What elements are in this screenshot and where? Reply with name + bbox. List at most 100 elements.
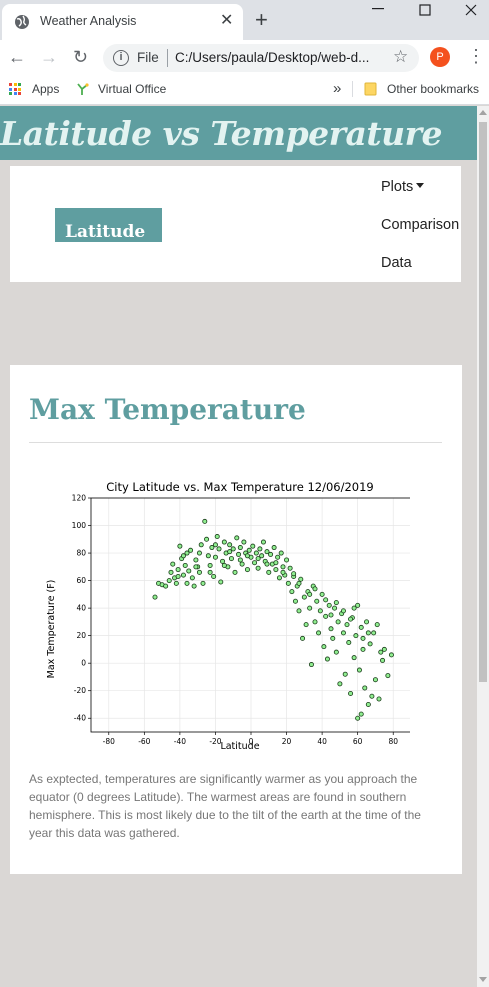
data-point bbox=[216, 546, 222, 552]
data-point bbox=[244, 567, 250, 573]
x-tick-label: -20 bbox=[209, 737, 221, 746]
chart-title: City Latitude vs. Max Temperature 12/06/… bbox=[106, 480, 374, 494]
data-point bbox=[205, 553, 211, 559]
data-point bbox=[232, 569, 238, 575]
profile-avatar[interactable]: P bbox=[430, 47, 450, 67]
data-point bbox=[328, 612, 334, 618]
data-point bbox=[212, 542, 218, 548]
kebab-menu-icon[interactable]: ⋮ bbox=[467, 46, 485, 66]
data-point bbox=[196, 550, 202, 556]
data-point bbox=[196, 569, 202, 575]
y-tick-label: 40 bbox=[76, 604, 86, 613]
data-point bbox=[250, 543, 256, 549]
data-point bbox=[340, 630, 346, 636]
url-scheme: File bbox=[137, 50, 159, 65]
apps-grid-icon[interactable] bbox=[9, 83, 21, 95]
chart-ticks: -80 -60 -40 -20 0 20 40 60 80 -40 -20 0 20 40 60 80 100 1… bbox=[72, 494, 399, 747]
scroll-up-arrow-icon[interactable] bbox=[479, 110, 487, 115]
browser-tab[interactable]: Weather Analysis ✕ bbox=[2, 4, 243, 40]
data-point bbox=[253, 550, 259, 556]
data-point bbox=[358, 711, 364, 717]
back-arrow-icon[interactable]: ← bbox=[8, 47, 26, 67]
data-point bbox=[166, 578, 172, 584]
data-point bbox=[227, 542, 233, 548]
data-point bbox=[173, 580, 179, 586]
data-point bbox=[353, 633, 359, 639]
data-point bbox=[204, 536, 210, 542]
data-point bbox=[221, 562, 227, 568]
url-text[interactable]: C:/Users/paula/Desktop/web-d... bbox=[175, 50, 370, 65]
data-point bbox=[351, 655, 357, 661]
data-point bbox=[163, 583, 169, 589]
data-point bbox=[312, 586, 318, 592]
data-point bbox=[180, 553, 186, 559]
info-icon[interactable]: i bbox=[113, 50, 129, 66]
nav-comparison[interactable]: Comparison bbox=[381, 217, 460, 233]
address-bar[interactable]: i File C:/Users/paula/Desktop/web-d... ☆ bbox=[103, 44, 419, 72]
chart-x-axis-label: Latitude bbox=[220, 741, 259, 752]
card-description: As exptected, temperatures are significa… bbox=[29, 772, 421, 840]
data-point bbox=[367, 641, 373, 647]
data-point bbox=[275, 554, 281, 560]
reload-icon[interactable]: ↻ bbox=[73, 47, 89, 67]
data-point bbox=[360, 635, 366, 641]
scrollbar-thumb[interactable] bbox=[479, 122, 487, 682]
navbar-brand[interactable]: Latitude bbox=[55, 208, 162, 242]
data-point bbox=[321, 644, 327, 650]
minimize-icon[interactable] bbox=[372, 8, 384, 10]
data-point bbox=[280, 564, 286, 570]
forward-arrow-icon[interactable]: → bbox=[40, 47, 58, 67]
bookmark-apps[interactable]: Apps bbox=[32, 82, 60, 96]
bookmark-other[interactable]: Other bookmarks bbox=[387, 82, 480, 96]
x-tick-label: 40 bbox=[317, 737, 327, 746]
data-point bbox=[303, 622, 309, 628]
card-divider bbox=[29, 442, 442, 443]
data-point bbox=[259, 553, 265, 559]
data-point bbox=[182, 562, 188, 568]
scroll-down-arrow-icon[interactable] bbox=[479, 977, 487, 982]
data-point bbox=[189, 575, 195, 581]
data-point bbox=[380, 657, 386, 663]
data-point bbox=[378, 649, 384, 655]
data-point bbox=[326, 602, 332, 608]
data-point bbox=[184, 550, 190, 556]
nav-data[interactable]: Data bbox=[381, 255, 412, 271]
data-point bbox=[333, 649, 339, 655]
data-point bbox=[312, 619, 318, 625]
bookmarks-overflow-icon[interactable]: » bbox=[333, 80, 342, 97]
data-point bbox=[237, 545, 243, 551]
data-point bbox=[193, 557, 199, 563]
data-point bbox=[362, 685, 368, 691]
data-point bbox=[260, 539, 266, 545]
data-point bbox=[351, 605, 357, 611]
data-point bbox=[358, 624, 364, 630]
data-point bbox=[323, 597, 329, 603]
data-point bbox=[323, 613, 329, 619]
nav-plots-dropdown[interactable]: Plots bbox=[381, 179, 425, 195]
bookmarks-divider bbox=[352, 81, 353, 97]
data-point bbox=[175, 567, 181, 573]
bookmark-star-icon[interactable]: ☆ bbox=[393, 47, 409, 66]
page-scrollbar[interactable] bbox=[477, 106, 489, 987]
data-point bbox=[355, 602, 361, 608]
data-point bbox=[180, 572, 186, 578]
close-tab-icon[interactable]: ✕ bbox=[220, 12, 234, 29]
data-point bbox=[175, 573, 181, 579]
x-tick-label: -60 bbox=[138, 737, 150, 746]
data-point bbox=[300, 635, 306, 641]
data-point bbox=[186, 568, 192, 574]
data-point bbox=[255, 565, 261, 571]
data-point bbox=[212, 554, 218, 560]
data-point bbox=[214, 534, 220, 540]
bookmark-virtual-office[interactable]: Virtual Office bbox=[98, 82, 167, 96]
data-point bbox=[342, 671, 348, 677]
close-window-icon[interactable] bbox=[465, 4, 477, 16]
data-point bbox=[344, 622, 350, 628]
scatter-chart: City Latitude vs. Max Temperature 12/06/… bbox=[46, 480, 410, 752]
maximize-icon[interactable] bbox=[419, 4, 431, 16]
data-point bbox=[365, 630, 371, 636]
data-point bbox=[337, 681, 343, 687]
data-point bbox=[381, 646, 387, 652]
data-point bbox=[209, 545, 215, 551]
new-tab-button[interactable]: + bbox=[255, 7, 268, 32]
